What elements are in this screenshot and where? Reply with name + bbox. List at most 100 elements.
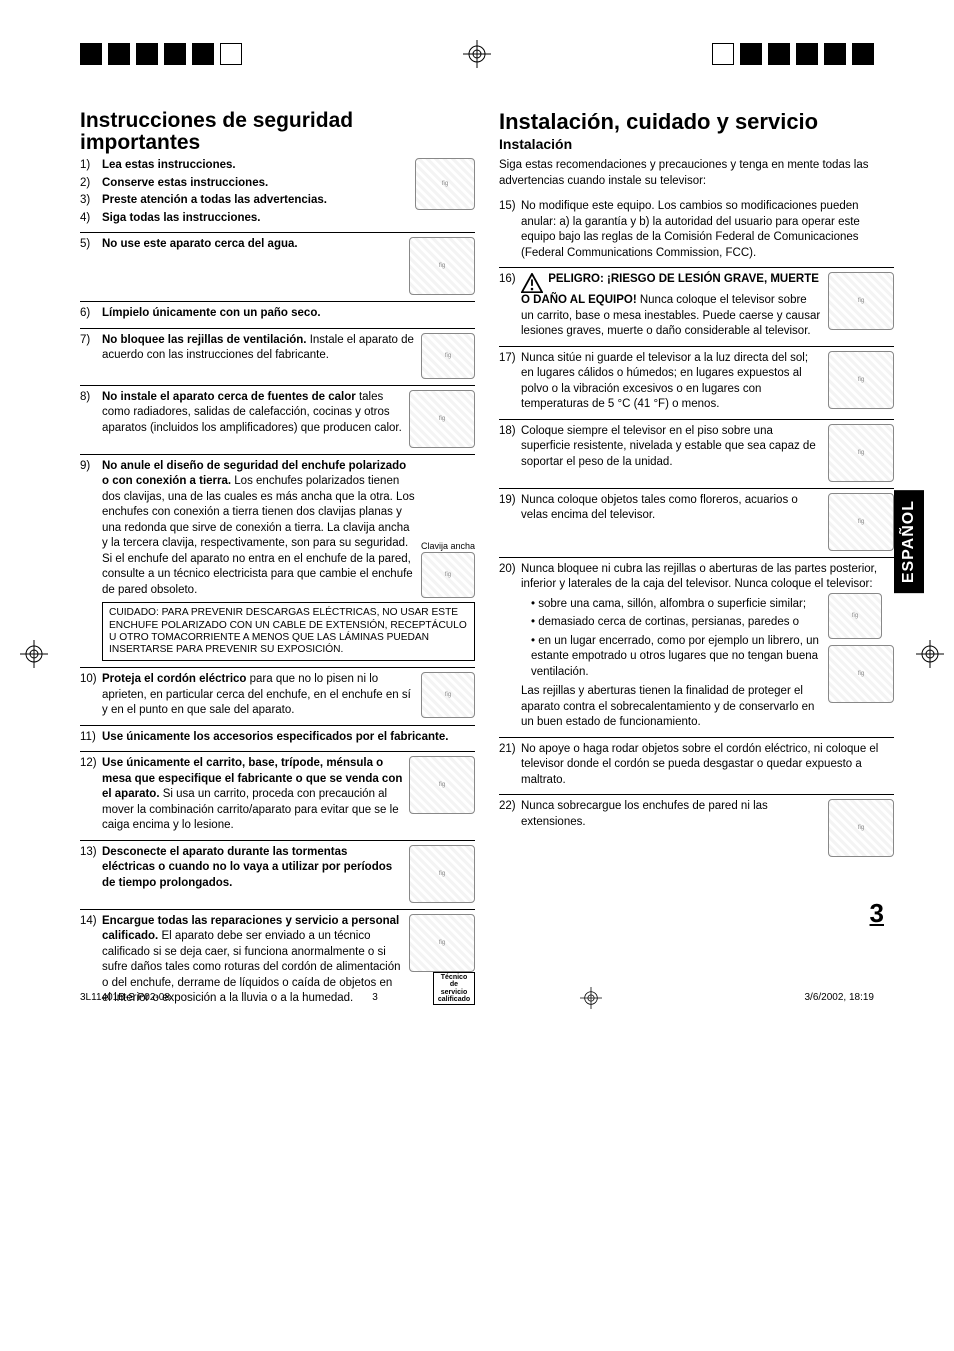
separator (80, 909, 475, 910)
footer-right: 3/6/2002, 18:19 (804, 992, 874, 1003)
registration-mark-bottom-icon (580, 987, 602, 1009)
plug-callout: Clavija ancha (421, 540, 475, 552)
instr-20-b2: demasiado cerca de cortinas, persianas, … (531, 615, 822, 631)
sunlight-illustration-icon: fig (828, 351, 894, 409)
footer-left: 3L11401B-S P02-08 (80, 992, 170, 1003)
instr-9: No anule el diseño de seguridad del ench… (80, 459, 475, 662)
danger-triangle-icon (521, 273, 543, 293)
instr-9-rest: Los enchufes polarizados tienen dos clav… (102, 475, 415, 596)
instr-8-bold: No instale el aparato cerca de fuentes d… (102, 391, 356, 403)
instr-11: Use únicamente los accesorios especifica… (80, 730, 475, 746)
technician-illustration-icon: fig (409, 914, 475, 972)
separator (499, 419, 894, 420)
falling-tv-illustration-icon: fig (828, 272, 894, 330)
vase-illustration-icon: fig (828, 493, 894, 551)
ventilation-illustration-icon: fig (421, 333, 475, 379)
instr-18: Coloque siempre el televisor en el piso … (499, 424, 894, 482)
separator (80, 328, 475, 329)
separator (499, 794, 894, 795)
instr-4-bold: Siga todas las instrucciones. (102, 212, 261, 224)
separator (80, 840, 475, 841)
instr-8: No instale el aparato cerca de fuentes d… (80, 390, 475, 448)
safety-instructions-list: Lea estas instrucciones. fig Conserve es… (80, 158, 475, 1007)
instr-6: Límpielo únicamente con un paño seco. (80, 306, 475, 322)
instr-7-bold: No bloquee las rejillas de ventilación. (102, 334, 307, 346)
separator (80, 751, 475, 752)
instr-6-bold: Límpielo únicamente con un paño seco. (102, 307, 321, 319)
instr-2-bold: Conserve estas instrucciones. (102, 177, 268, 189)
instr-5: No use este aparato cerca del agua. fig (80, 237, 475, 295)
instr-21-text: No apoye o haga rodar objetos sobre el c… (521, 743, 878, 786)
instr-13: Desconecte el aparato durante las tormen… (80, 845, 475, 903)
separator (499, 557, 894, 558)
separator (499, 346, 894, 347)
instr-3-bold: Preste atención a todas las advertencias… (102, 194, 327, 206)
instr-20-outro: Las rejillas y aberturas tienen la final… (521, 685, 814, 728)
left-column: Instrucciones de seguridad importantes L… (80, 110, 475, 1009)
instr-20-b3: en un lugar encerrado, como por ejemplo … (531, 634, 822, 681)
instr-5-bold: No use este aparato cerca del agua. (102, 238, 298, 250)
registration-mark-icon (463, 40, 491, 68)
registration-mark-right-icon (916, 640, 944, 668)
separator (499, 488, 894, 489)
separator (80, 725, 475, 726)
instr-16: PELIGRO: ¡RIESGO DE LESIÓN GRAVE, MUERTE… (499, 272, 894, 340)
separator (80, 454, 475, 455)
crop-group-right (712, 43, 874, 65)
instr-19: Nunca coloque objetos tales como florero… (499, 493, 894, 551)
instr-1: Lea estas instrucciones. fig (80, 158, 475, 174)
instr-3: Preste atención a todas las advertencias… (80, 193, 475, 209)
cloth-illustration-icon: fig (828, 593, 882, 639)
crop-group-left (80, 43, 242, 65)
instr-18-text: Coloque siempre el televisor en el piso … (521, 425, 816, 468)
right-intro: Siga estas recomendaciones y precaucione… (499, 158, 894, 189)
instr-11-bold: Use únicamente los accesorios especifica… (102, 731, 448, 743)
page-number: 3 (870, 898, 884, 929)
footer: 3L11401B-S P02-08 3 3/6/2002, 18:19 (0, 987, 954, 1009)
outlet-illustration-icon: fig (828, 799, 894, 857)
separator (80, 301, 475, 302)
installation-list: No modifique este equipo. Los cambios so… (499, 199, 894, 857)
plug-warning-box: CUIDADO: PARA PREVENIR DESCARGAS ELÉCTRI… (102, 602, 475, 661)
storm-illustration-icon: fig (409, 845, 475, 903)
cart-illustration-icon: fig (409, 756, 475, 814)
right-title: Instalación, cuidado y servicio (499, 110, 894, 134)
instr-12: Use únicamente el carrito, base, trípode… (80, 756, 475, 834)
instr-20-intro: Nunca bloquee ni cubra las rejillas o ab… (521, 563, 877, 591)
instr-10: Proteja el cordón eléctrico para que no … (80, 672, 475, 719)
water-illustration-icon: fig (409, 237, 475, 295)
instr-15: No modifique este equipo. Los cambios so… (499, 199, 894, 261)
instr-17: Nunca sitúe ni guarde el televisor a la … (499, 351, 894, 413)
right-subtitle: Instalación (499, 135, 894, 154)
instr-10-bold: Proteja el cordón eléctrico (102, 673, 246, 685)
instr-20: Nunca bloquee ni cubra las rejillas o ab… (499, 562, 894, 731)
instr-4: Siga todas las instrucciones. (80, 211, 475, 227)
heat-illustration-icon: fig (409, 390, 475, 448)
separator (499, 267, 894, 268)
separator (80, 667, 475, 668)
instr-1-bold: Lea estas instrucciones. (102, 159, 236, 171)
separator (80, 385, 475, 386)
instr-21: No apoye o haga rodar objetos sobre el c… (499, 742, 894, 789)
separator (499, 737, 894, 738)
footer-center: 3 (372, 992, 378, 1003)
crop-marks-top (0, 40, 954, 68)
instr-22-text: Nunca sobrecargue los enchufes de pared … (521, 800, 768, 828)
instr-19-text: Nunca coloque objetos tales como florero… (521, 494, 798, 522)
language-tab: ESPAÑOL (894, 490, 924, 593)
registration-mark-left-icon (20, 640, 48, 668)
separator (80, 232, 475, 233)
instr-17-text: Nunca sitúe ni guarde el televisor a la … (521, 352, 808, 411)
instr-20-bullets: sobre una cama, sillón, alfombra o super… (521, 597, 822, 681)
instr-13-bold: Desconecte el aparato durante las tormen… (102, 846, 392, 889)
instr-15-text: No modifique este equipo. Los cambios so… (521, 200, 860, 259)
shelf-illustration-icon: fig (828, 645, 894, 703)
instr-20-b1: sobre una cama, sillón, alfombra o super… (531, 597, 822, 613)
plug-illustration-icon: fig (421, 552, 475, 598)
stand-illustration-icon: fig (828, 424, 894, 482)
left-title: Instrucciones de seguridad importantes (80, 110, 475, 154)
wire-illustration-icon: fig (421, 672, 475, 718)
right-column: Instalación, cuidado y servicio Instalac… (499, 110, 894, 1009)
instr-2: Conserve estas instrucciones. (80, 176, 475, 192)
instr-22: Nunca sobrecargue los enchufes de pared … (499, 799, 894, 857)
